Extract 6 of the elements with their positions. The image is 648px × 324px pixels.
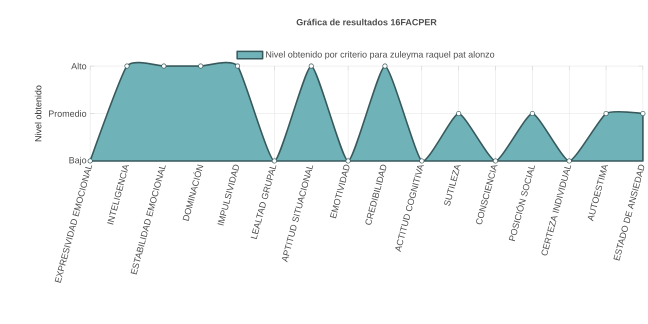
text: Bajo	[69, 156, 86, 166]
legend-label: Nivel obtenido por criterio para zuleyma raquel pat alonzo	[266, 51, 494, 60]
y-axis-title: Nivel obtenido	[34, 86, 42, 142]
chart-title: Gráfica de resultados 16FACPER	[296, 18, 437, 26]
text: Promedio	[48, 110, 86, 117]
text: Alto	[71, 62, 86, 70]
